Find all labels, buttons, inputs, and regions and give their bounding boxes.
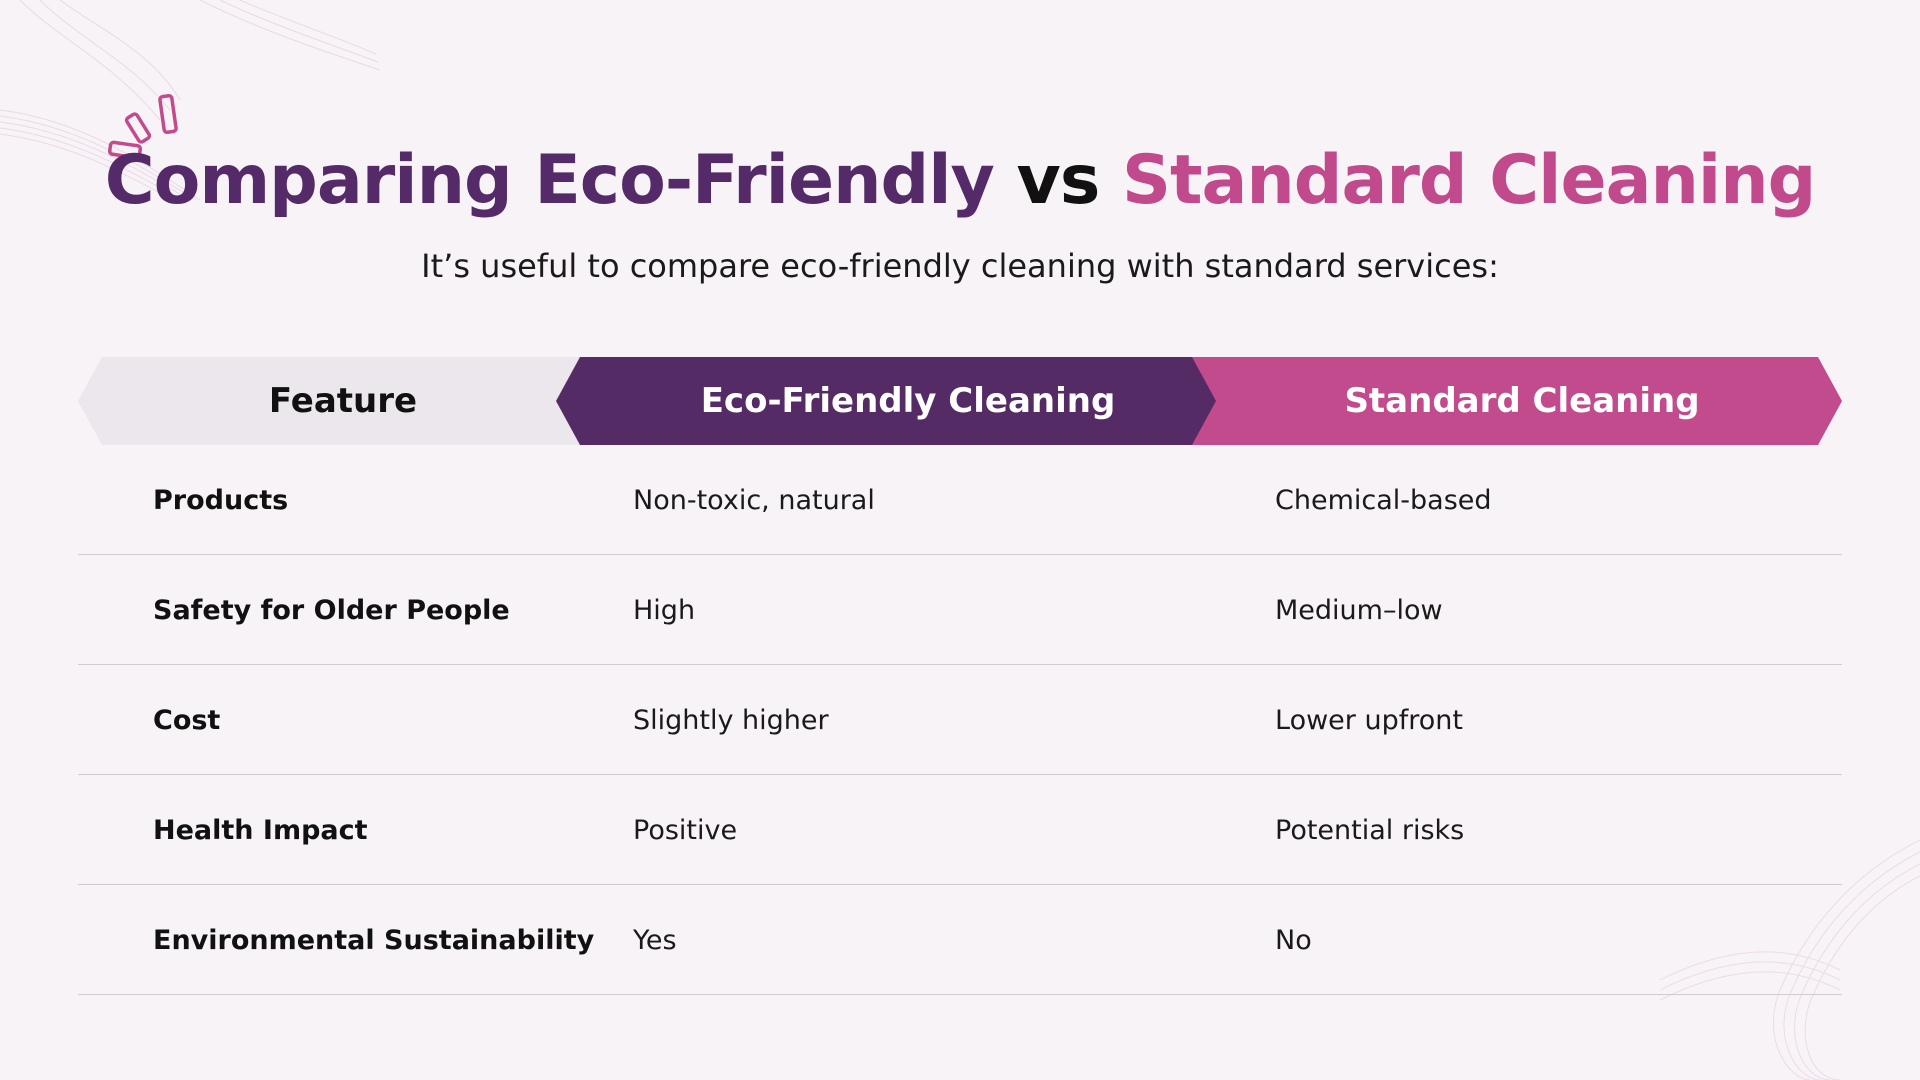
title-part-eco: Comparing Eco-Friendly — [104, 141, 995, 220]
eco-cell: Yes — [633, 924, 677, 956]
eco-cell: Slightly higher — [633, 704, 829, 736]
table-row: Products Non-toxic, natural Chemical-bas… — [78, 445, 1842, 555]
page-subtitle: It’s useful to compare eco-friendly clea… — [421, 247, 1499, 285]
standard-cell: Medium–low — [1275, 594, 1443, 626]
table-row: Safety for Older People High Medium–low — [78, 555, 1842, 665]
header-standard-label: Standard Cleaning — [1344, 381, 1700, 421]
table-row: Health Impact Positive Potential risks — [78, 775, 1842, 885]
wave-lines-decoration — [1660, 840, 1920, 1080]
eco-cell: High — [633, 594, 696, 626]
table-row: Environmental Sustainability Yes No — [78, 885, 1842, 995]
header-standard: Standard Cleaning — [1192, 357, 1842, 445]
title-part-vs: vs — [1016, 141, 1101, 220]
feature-cell: Safety for Older People — [153, 594, 510, 626]
header-eco-label: Eco-Friendly Cleaning — [700, 381, 1116, 421]
header-feature-label: Feature — [268, 381, 418, 421]
wave-lines-decoration — [0, 0, 381, 200]
comparison-table-body: Products Non-toxic, natural Chemical-bas… — [78, 445, 1842, 995]
table-header: Feature Eco-Friendly Cleaning Standard C… — [78, 357, 1842, 445]
table-row: Cost Slightly higher Lower upfront — [78, 665, 1842, 775]
eco-cell: Positive — [633, 814, 738, 846]
eco-cell: Non-toxic, natural — [633, 484, 875, 516]
standard-cell: Chemical-based — [1275, 484, 1492, 516]
standard-cell: Lower upfront — [1275, 704, 1463, 736]
feature-cell: Health Impact — [153, 814, 368, 846]
standard-cell: No — [1275, 924, 1312, 956]
header-feature: Feature — [78, 357, 588, 445]
feature-cell: Products — [153, 484, 289, 516]
header-eco-friendly: Eco-Friendly Cleaning — [556, 357, 1216, 445]
page-title: Comparing Eco-Friendly vs Standard Clean… — [0, 136, 1920, 226]
standard-cell: Potential risks — [1275, 814, 1465, 846]
feature-cell: Cost — [153, 704, 221, 736]
title-part-standard: Standard Cleaning — [1122, 141, 1816, 220]
feature-cell: Environmental Sustainability — [153, 924, 595, 956]
spark-lines-icon — [108, 93, 178, 160]
